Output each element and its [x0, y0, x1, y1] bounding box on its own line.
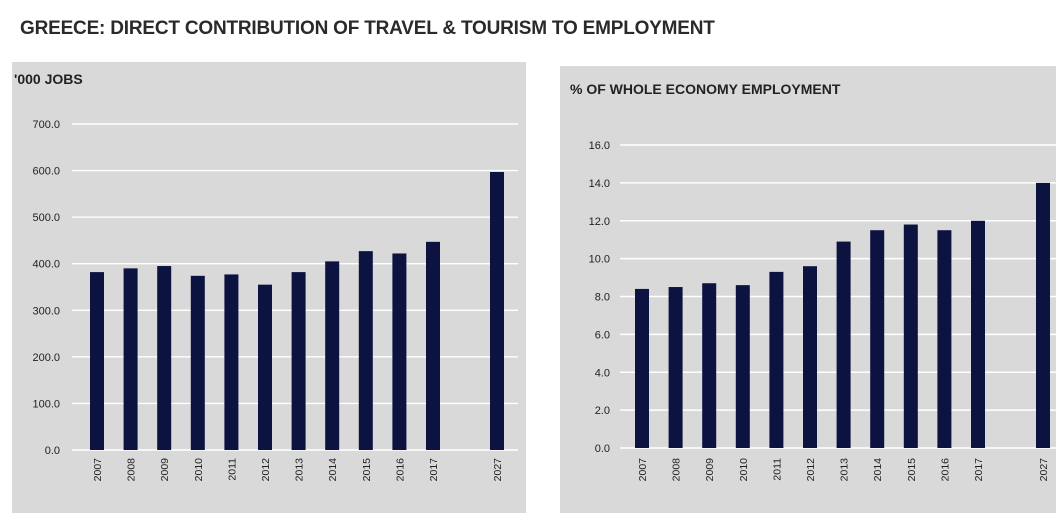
y-tick-label: 100.0 — [32, 398, 60, 410]
y-tick-label: 6.0 — [595, 329, 610, 341]
x-tick-label: 2027 — [492, 458, 504, 482]
y-tick-label: 200.0 — [32, 352, 60, 364]
bar — [258, 284, 272, 450]
bar — [735, 285, 750, 448]
y-tick-label: 0.0 — [595, 443, 610, 455]
bar — [358, 251, 373, 450]
x-tick-label: 2010 — [738, 458, 750, 482]
bar — [190, 275, 205, 450]
x-tick-label: 2015 — [906, 458, 918, 482]
y-tick-label: 700.0 — [32, 119, 60, 131]
employment-share-bar-chart: % OF WHOLE ECONOMY EMPLOYMENT 0.0 2.0 4.0 6.… — [570, 81, 1056, 482]
bar — [971, 220, 985, 448]
page-title: GREECE: DIRECT CONTRIBUTION OF TRAVEL & … — [20, 18, 715, 39]
x-tick-label: 2016 — [939, 458, 951, 482]
x-tick-label: 2027 — [1038, 458, 1050, 482]
x-tick-label: 2009 — [704, 458, 716, 482]
x-tick-label: 2008 — [126, 458, 138, 482]
x-tick-label: 2008 — [671, 458, 683, 482]
bar — [870, 230, 885, 448]
x-tick-label: 2015 — [361, 458, 373, 482]
y-tick-label: 14.0 — [589, 178, 610, 190]
bar — [157, 266, 172, 450]
bar — [702, 283, 717, 448]
bar — [325, 261, 340, 450]
x-tick-label: 2013 — [839, 458, 851, 482]
x-tick-label: 2014 — [872, 458, 884, 482]
chart-panel-jobs: '000 JOBS 0.0 100.0 200.0 300.0 400.0 500.0 600… — [12, 62, 526, 513]
y-tick-label: 12.0 — [589, 216, 610, 228]
x-tick-label: 2007 — [92, 458, 104, 482]
bar — [635, 288, 649, 448]
bar — [769, 271, 784, 448]
x-tick-label: 2009 — [159, 458, 171, 482]
bar — [123, 268, 138, 450]
y-tick-label: 400.0 — [32, 259, 60, 271]
x-tick-label: 2014 — [327, 458, 339, 482]
y-tick-label: 0.0 — [45, 445, 60, 457]
jobs-bar-chart: '000 JOBS 0.0 100.0 200.0 300.0 400.0 500.0 600… — [14, 71, 518, 482]
y-tick-label: 10.0 — [589, 254, 610, 266]
x-tick-label: 2016 — [394, 458, 406, 482]
bar — [426, 241, 440, 450]
y-tick-label: 300.0 — [32, 305, 60, 317]
y-tick-label: 500.0 — [32, 212, 60, 224]
bar — [668, 287, 683, 448]
bar — [1036, 182, 1050, 448]
y-tick-label: 2.0 — [595, 405, 610, 417]
y-tick-label: 16.0 — [589, 140, 610, 152]
chart-title: % OF WHOLE ECONOMY EMPLOYMENT — [570, 81, 841, 97]
x-tick-label: 2012 — [805, 458, 817, 482]
bar — [490, 171, 504, 450]
x-tick-label: 2010 — [193, 458, 205, 482]
x-tick-label: 2013 — [294, 458, 306, 482]
chart-panel-employment-share: % OF WHOLE ECONOMY EMPLOYMENT 0.0 2.0 4.0 6.… — [560, 66, 1056, 513]
bar — [392, 253, 407, 450]
x-tick-label: 2017 — [973, 458, 985, 482]
chart-title: '000 JOBS — [14, 71, 83, 87]
bar — [836, 241, 851, 448]
bar — [224, 274, 239, 450]
y-tick-label: 600.0 — [32, 166, 60, 178]
y-tick-label: 8.0 — [595, 292, 610, 304]
x-tick-label: 2017 — [428, 458, 440, 482]
x-tick-label: 2012 — [260, 458, 272, 482]
x-tick-label: 2011 — [226, 458, 238, 481]
x-tick-label: 2007 — [637, 458, 649, 482]
bar — [803, 266, 817, 448]
bar — [937, 230, 952, 448]
bar — [291, 272, 306, 450]
y-tick-label: 4.0 — [595, 367, 610, 379]
x-tick-label: 2011 — [771, 458, 783, 481]
bar — [90, 272, 104, 450]
bar — [903, 224, 918, 448]
